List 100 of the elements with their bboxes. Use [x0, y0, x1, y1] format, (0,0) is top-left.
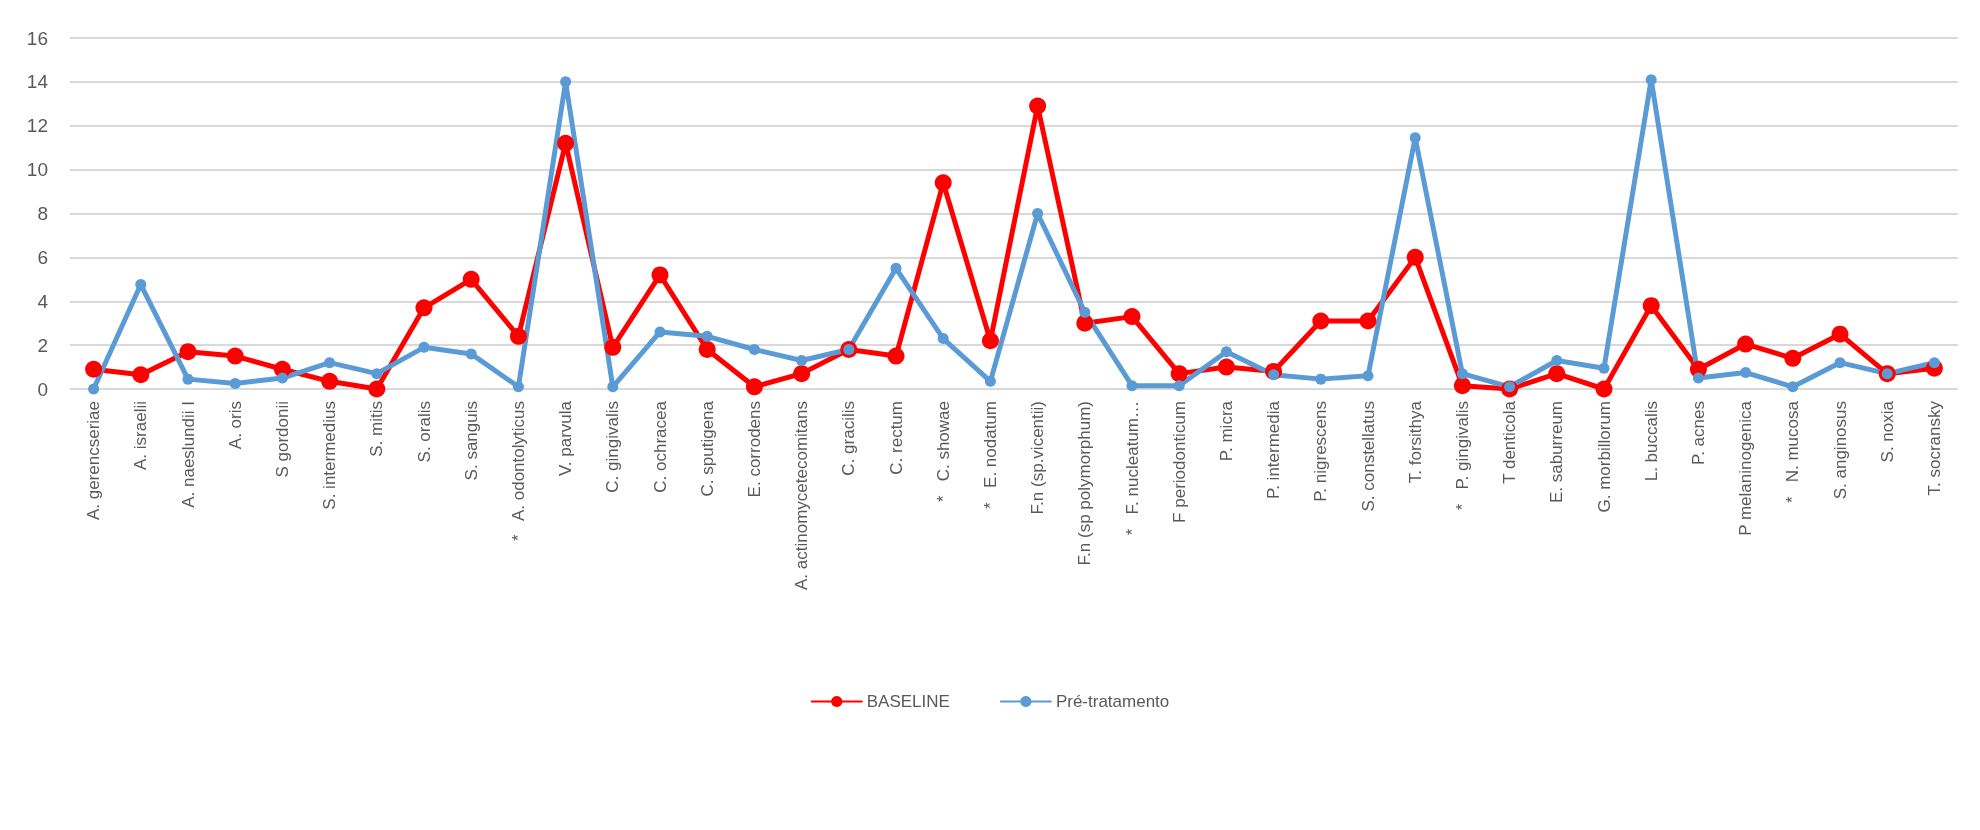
point: [85, 360, 103, 378]
point: [226, 347, 244, 365]
point: [1456, 368, 1468, 380]
x-tick-label: G. morbillorum: [1594, 401, 1614, 513]
point: [132, 366, 150, 384]
x-tick-label: T denticola: [1500, 400, 1520, 484]
point: [607, 381, 619, 393]
x-tick-label: P. micra: [1216, 400, 1236, 462]
x-tick-label: E. saburreum: [1547, 401, 1567, 504]
point: [1076, 314, 1094, 332]
x-tick-label: S. noxia: [1877, 400, 1897, 463]
point: [1359, 312, 1377, 330]
point: [701, 330, 713, 342]
point: [1032, 208, 1044, 219]
x-tick-label: T. forsithya: [1405, 400, 1425, 484]
point: [1217, 358, 1235, 376]
x-tick-label: P. nigrescens: [1311, 401, 1331, 502]
point: [179, 343, 197, 361]
y-tick-label: 2: [37, 334, 48, 356]
point: [1551, 354, 1563, 366]
point: [890, 262, 902, 274]
point: [1834, 357, 1846, 369]
legend-label: Pré-tratamento: [1055, 692, 1170, 711]
x-tick-label: S. intermedius: [320, 401, 340, 510]
point: [415, 299, 433, 317]
x-tick-label: A. oris: [225, 401, 245, 450]
point: [1220, 346, 1232, 358]
point: [465, 348, 477, 360]
x-tick-label: A. gerencseriae: [84, 401, 104, 521]
point: [1784, 349, 1802, 367]
point: [368, 380, 386, 398]
x-tick-label: P melaninogenica: [1736, 400, 1756, 536]
point: [182, 373, 194, 385]
x-tick-label: A. israelii: [131, 401, 151, 470]
y-tick-label: 4: [37, 290, 49, 312]
point: [887, 347, 905, 365]
point: [276, 372, 288, 384]
point: [984, 375, 996, 387]
point: [418, 341, 430, 353]
point: [1598, 362, 1610, 374]
point: [1123, 308, 1141, 326]
x-tick-label: C. gingivalis: [603, 401, 623, 493]
x-tick-label: * A. odontolyticus: [508, 401, 528, 541]
x-tick-label: C. gracilis: [839, 401, 859, 476]
point: [509, 327, 527, 345]
x-tick-label: A. actinomycetecomitans: [792, 401, 812, 590]
x-tick-label: * F. nucleatum…: [1122, 401, 1142, 536]
point: [1362, 370, 1374, 382]
x-tick-label: F.n (sp.vicentii): [1028, 401, 1048, 515]
point: [512, 381, 524, 393]
y-tick-label: 8: [37, 203, 48, 224]
point: [560, 76, 572, 88]
point: [698, 341, 716, 359]
x-tick-label: C. rectum: [886, 401, 906, 475]
y-tick-label: 0: [37, 378, 48, 400]
x-tick-label: F.n (sp polymorphum): [1075, 401, 1095, 566]
point: [1170, 365, 1188, 383]
x-tick-label: S. anginosus: [1830, 401, 1850, 500]
x-tick-label: P. intermedia: [1264, 400, 1284, 499]
y-tick-label: 16: [26, 27, 48, 49]
x-tick-label: S. sanguis: [461, 401, 481, 481]
point: [371, 368, 383, 380]
point: [1692, 372, 1704, 384]
y-tick-label: 6: [37, 246, 48, 268]
point: [651, 266, 669, 284]
x-tick-label: * P. gingivalis: [1452, 401, 1472, 511]
x-tick-label: E. corrodens: [744, 401, 764, 498]
point: [1173, 380, 1185, 392]
point: [745, 378, 763, 396]
point: [1029, 97, 1047, 115]
x-tick-label: A. naeslundii I: [178, 401, 198, 508]
point: [1453, 377, 1471, 395]
x-tick-label: C. ochracea: [650, 400, 670, 493]
point: [1315, 373, 1327, 385]
x-tick-label: L. buccalis: [1641, 401, 1661, 482]
y-tick-label: 10: [26, 159, 48, 181]
point: [462, 270, 480, 288]
point: [604, 338, 622, 356]
x-tick-label: S. constellatus: [1358, 401, 1378, 512]
point: [748, 344, 760, 356]
point: [793, 365, 811, 383]
point: [321, 372, 339, 390]
x-tick-label: * E. nodatum: [980, 401, 1000, 509]
legend-label: BASELINE: [866, 692, 950, 711]
point: [1787, 381, 1799, 393]
point: [1409, 132, 1421, 144]
point: [1831, 325, 1849, 343]
x-tick-label: * N. mucosa: [1783, 400, 1803, 504]
point: [981, 332, 999, 350]
point: [324, 357, 336, 369]
point: [557, 134, 575, 152]
y-tick-label: 14: [26, 71, 49, 93]
point: [937, 333, 949, 345]
point: [1737, 335, 1755, 353]
x-tick-label: P. acnes: [1688, 401, 1708, 465]
point: [1548, 365, 1566, 383]
point: [934, 174, 952, 192]
point: [1595, 380, 1613, 398]
point: [1645, 74, 1657, 86]
x-tick-label: S. mitis: [367, 401, 387, 457]
